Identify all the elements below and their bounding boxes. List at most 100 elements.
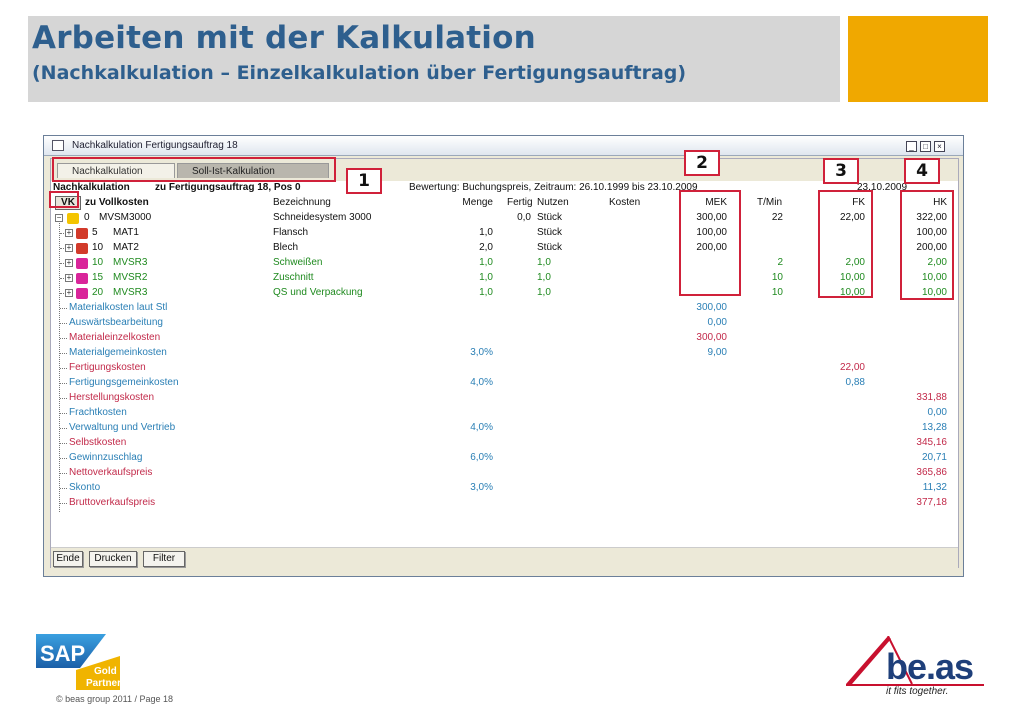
expand-icon[interactable]: + — [65, 258, 73, 267]
summary-hk: 331,88 — [916, 392, 947, 403]
summary-label: Auswärtsbearbeitung — [69, 317, 163, 328]
summary-hk: 365,86 — [916, 467, 947, 478]
col-menge[interactable]: Menge — [462, 197, 493, 208]
row-menge: 2,0 — [479, 242, 493, 253]
summary-mek: 0,00 — [707, 317, 727, 328]
row-tmin: 10 — [771, 287, 783, 298]
tree-branch — [60, 323, 67, 324]
calculation-window: Nachkalkulation Fertigungsauftrag 18 _ □… — [43, 135, 964, 577]
col-tmin[interactable]: T/Min — [757, 197, 782, 208]
summary-label: Gewinnzuschlag — [69, 452, 143, 463]
summary-label: Fertigungsgemeinkosten — [69, 377, 179, 388]
row-fk: 22,00 — [839, 212, 865, 223]
callout-frame-vk — [49, 191, 79, 208]
row-tmin: 2 — [777, 257, 783, 268]
work-step-icon — [76, 288, 88, 299]
summary-percent: 3,0% — [470, 347, 493, 358]
summary-label: Verwaltung und Vertrieb — [69, 422, 176, 433]
sap-logo-text: SAP — [40, 641, 85, 666]
summary-mek: 300,00 — [696, 332, 727, 343]
tree-branch — [60, 413, 67, 414]
callout-badge-3: 3 — [823, 158, 859, 184]
window-body: Nachkalkulation Soll-Ist-Kalkulation Nac… — [50, 158, 959, 569]
sap-badge-gold: Gold — [94, 666, 117, 677]
summary-label: Materialeinzelkosten — [69, 332, 161, 343]
callout-frame-hk — [900, 190, 954, 300]
row-tmin: 22 — [771, 212, 783, 223]
callout-badge-1: 1 — [346, 168, 382, 194]
col-fk[interactable]: FK — [852, 197, 865, 208]
row-code: MVSR3 — [113, 287, 148, 298]
summary-label: Nettoverkaufspreis — [69, 467, 153, 478]
summary-hk: 345,16 — [916, 437, 947, 448]
row-position: 15 — [92, 272, 104, 283]
close-icon[interactable]: × — [934, 141, 945, 152]
header-valuation: Bewertung: Buchungspreis, Zeitraum: 26.1… — [409, 182, 698, 193]
row-bezeichnung: QS und Verpackung — [273, 287, 363, 298]
header-nachkalkulation: Nachkalkulation — [53, 182, 130, 193]
summary-label: Herstellungskosten — [69, 392, 155, 403]
callout-badge-4: 4 — [904, 158, 940, 184]
ende-button[interactable]: Ende — [53, 551, 83, 567]
row-code: MVSM3000 — [99, 212, 152, 223]
expand-icon[interactable]: + — [65, 288, 73, 297]
row-hk: 100,00 — [916, 227, 947, 238]
summary-label: Fertigungskosten — [69, 362, 146, 373]
expand-icon[interactable]: + — [65, 228, 73, 237]
collapse-icon[interactable]: − — [55, 213, 63, 222]
row-nutzen: Stück — [537, 242, 563, 253]
summary-hk: 0,00 — [927, 407, 947, 418]
summary-hk: 20,71 — [921, 452, 947, 463]
col-bezeichnung[interactable]: Bezeichnung — [273, 197, 331, 208]
expand-icon[interactable]: + — [65, 243, 73, 252]
row-menge: 1,0 — [479, 287, 493, 298]
row-position: 10 — [92, 242, 104, 253]
callout-badge-2: 2 — [684, 150, 720, 176]
row-bezeichnung: Schweißen — [273, 257, 323, 268]
col-mek[interactable]: MEK — [705, 197, 727, 208]
header-order: zu Fertigungsauftrag 18, Pos 0 — [155, 182, 301, 193]
beas-tagline: it fits together. — [886, 686, 948, 696]
tree-line — [59, 219, 60, 512]
header-date: 23.10.2009 — [857, 182, 908, 193]
work-step-icon — [76, 258, 88, 269]
window-titlebar: Nachkalkulation Fertigungsauftrag 18 _ □… — [44, 136, 963, 156]
row-mek: 200,00 — [696, 242, 727, 253]
row-hk: 2,00 — [927, 257, 947, 268]
window-title: Nachkalkulation Fertigungsauftrag 18 — [72, 140, 238, 151]
row-bezeichnung: Blech — [273, 242, 299, 253]
row-hk: 200,00 — [916, 242, 947, 253]
summary-fk: 22,00 — [839, 362, 865, 373]
button-bar: Ende Drucken Filter — [51, 547, 958, 569]
callout-frame-tabs — [52, 157, 336, 182]
summary-hk: 11,32 — [922, 482, 947, 493]
row-fk: 2,00 — [845, 257, 865, 268]
row-menge: 1,0 — [479, 227, 493, 238]
tab-soll-ist-kalkulation[interactable]: Soll-Ist-Kalkulation — [177, 163, 329, 178]
minimize-icon[interactable]: _ — [906, 141, 917, 152]
tab-nachkalkulation[interactable]: Nachkalkulation — [57, 163, 175, 178]
summary-label: Selbstkosten — [69, 437, 127, 448]
col-hk[interactable]: HK — [933, 197, 947, 208]
col-nutzen[interactable]: Nutzen — [537, 197, 569, 208]
col-kosten[interactable]: Kosten — [609, 197, 641, 208]
tree-branch — [60, 458, 67, 459]
summary-label: Materialgemeinkosten — [69, 347, 167, 358]
drucken-button[interactable]: Drucken — [89, 551, 137, 567]
slide-title: Arbeiten mit der Kalkulation — [32, 20, 536, 56]
tree-branch — [60, 428, 67, 429]
tree-branch — [60, 353, 67, 354]
expand-icon[interactable]: + — [65, 273, 73, 282]
tree-branch — [60, 338, 67, 339]
filter-button[interactable]: Filter — [143, 551, 185, 567]
row-hk: 10,00 — [921, 272, 947, 283]
row-nutzen: 1,0 — [537, 272, 551, 283]
window-app-icon — [52, 140, 64, 151]
col-fertig[interactable]: Fertig — [507, 197, 533, 208]
row-nutzen: 1,0 — [537, 257, 551, 268]
maximize-icon[interactable]: □ — [920, 141, 931, 152]
tree-branch — [60, 503, 67, 504]
summary-label: Frachtkosten — [69, 407, 127, 418]
row-nutzen: 1,0 — [537, 287, 551, 298]
row-code: MVSR3 — [113, 257, 148, 268]
